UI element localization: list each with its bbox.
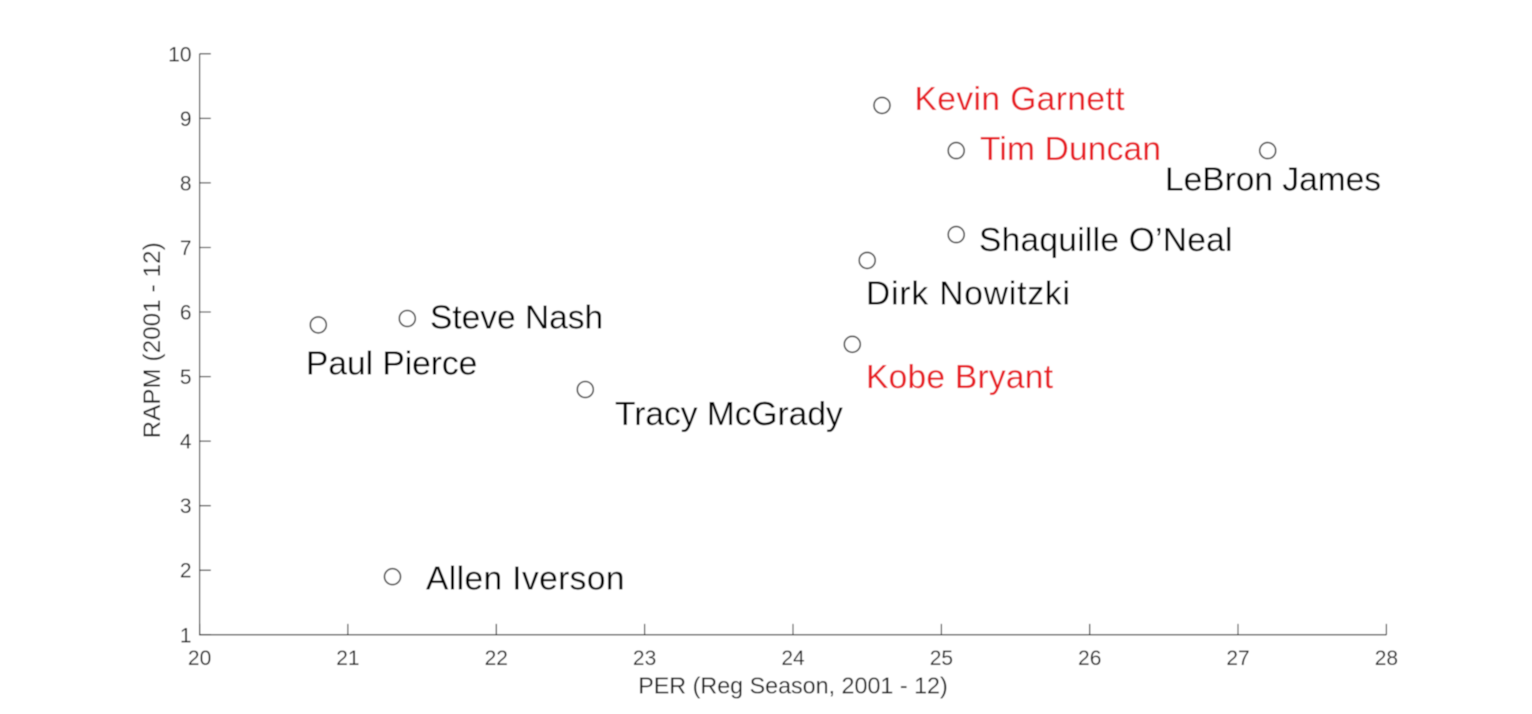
svg-text:23: 23 xyxy=(633,647,656,670)
svg-text:2: 2 xyxy=(180,560,192,583)
svg-text:7: 7 xyxy=(180,237,192,260)
svg-text:25: 25 xyxy=(930,647,953,670)
svg-text:9: 9 xyxy=(180,108,192,131)
svg-text:Dirk Nowitzki: Dirk Nowitzki xyxy=(866,276,1070,313)
svg-text:Kobe Bryant: Kobe Bryant xyxy=(866,359,1054,396)
svg-text:PER (Reg Season, 2001 - 12): PER (Reg Season, 2001 - 12) xyxy=(638,673,948,699)
svg-text:Tim Duncan: Tim Duncan xyxy=(980,131,1161,168)
svg-text:Allen Iverson: Allen Iverson xyxy=(426,561,625,598)
svg-text:Steve Nash: Steve Nash xyxy=(430,300,603,337)
svg-text:22: 22 xyxy=(485,647,508,670)
svg-text:20: 20 xyxy=(188,647,211,670)
svg-text:Paul Pierce: Paul Pierce xyxy=(306,346,477,383)
svg-text:Kevin Garnett: Kevin Garnett xyxy=(915,81,1126,118)
svg-text:3: 3 xyxy=(180,495,192,518)
svg-text:26: 26 xyxy=(1078,647,1101,670)
svg-text:28: 28 xyxy=(1375,647,1398,670)
svg-text:RAPM (2001 - 12): RAPM (2001 - 12) xyxy=(139,242,166,438)
svg-text:Tracy McGrady: Tracy McGrady xyxy=(615,396,843,433)
svg-text:5: 5 xyxy=(180,366,192,389)
svg-text:LeBron James: LeBron James xyxy=(1165,162,1381,199)
svg-text:24: 24 xyxy=(781,647,805,670)
svg-text:6: 6 xyxy=(180,302,192,325)
svg-text:21: 21 xyxy=(336,647,359,670)
svg-text:8: 8 xyxy=(180,172,192,195)
svg-text:10: 10 xyxy=(168,43,191,66)
svg-text:27: 27 xyxy=(1226,647,1249,670)
svg-text:Shaquille O’Neal: Shaquille O’Neal xyxy=(979,222,1233,259)
svg-text:4: 4 xyxy=(180,431,192,454)
svg-text:1: 1 xyxy=(180,624,192,647)
